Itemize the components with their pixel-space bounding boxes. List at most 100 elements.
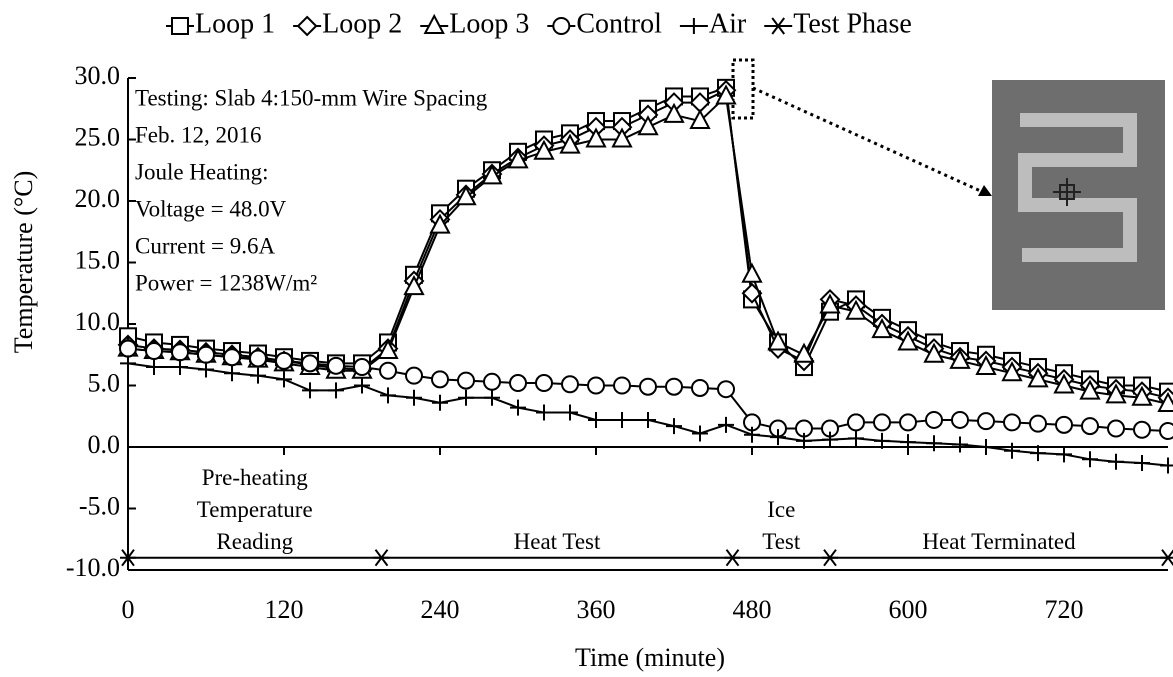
- marker: [302, 382, 318, 399]
- marker: [665, 377, 683, 396]
- marker: [354, 377, 370, 394]
- marker: [822, 549, 838, 567]
- marker: [1159, 422, 1173, 441]
- marker: [770, 17, 787, 35]
- marker: [949, 348, 971, 369]
- x-tick-label: 120: [265, 595, 304, 624]
- marker: [562, 404, 578, 421]
- marker: [1055, 415, 1073, 434]
- marker: [536, 404, 552, 421]
- marker: [198, 361, 214, 378]
- legend-item: Test Phase: [764, 8, 912, 39]
- marker: [847, 413, 865, 432]
- marker: [423, 13, 445, 34]
- marker: [692, 425, 708, 442]
- y-tick-label: -5.0: [79, 491, 120, 520]
- phase-label: Ice: [767, 497, 795, 522]
- y-tick-label: 5.0: [88, 368, 121, 397]
- marker: [741, 262, 763, 283]
- marker: [977, 412, 995, 431]
- y-tick-label: 25.0: [75, 122, 121, 151]
- marker: [845, 299, 867, 320]
- x-tick-label: 480: [733, 595, 772, 624]
- marker: [405, 366, 423, 385]
- legend-label: Air: [709, 8, 747, 39]
- marker: [1160, 457, 1173, 474]
- marker: [952, 436, 968, 453]
- marker: [639, 377, 657, 396]
- marker: [481, 164, 503, 185]
- legend-label: Loop 2: [322, 8, 402, 39]
- marker: [380, 387, 396, 404]
- marker: [455, 185, 477, 206]
- marker: [379, 361, 397, 380]
- x-tick-label: 600: [889, 595, 928, 624]
- marker: [328, 382, 344, 399]
- marker: [145, 342, 163, 361]
- inset-photo: [992, 80, 1165, 310]
- marker: [587, 376, 605, 395]
- marker: [275, 351, 293, 370]
- marker: [533, 139, 555, 160]
- marker: [458, 389, 474, 406]
- marker: [1134, 454, 1150, 471]
- y-tick-label: -10.0: [66, 553, 120, 582]
- marker: [561, 375, 579, 394]
- marker: [899, 413, 917, 432]
- marker: [689, 108, 711, 130]
- marker: [146, 359, 162, 376]
- marker: [507, 148, 529, 169]
- marker: [611, 127, 633, 148]
- marker: [406, 389, 422, 406]
- marker: [613, 376, 631, 395]
- marker: [483, 372, 501, 391]
- marker: [873, 413, 891, 432]
- marker: [614, 411, 630, 428]
- marker: [1079, 379, 1101, 400]
- marker: [403, 274, 425, 296]
- marker: [874, 432, 890, 449]
- legend-label: Control: [576, 8, 662, 39]
- callout-arrow: [752, 86, 986, 195]
- marker: [848, 430, 864, 447]
- marker: [1053, 373, 1075, 394]
- marker: [373, 549, 390, 567]
- marker: [1001, 361, 1023, 382]
- marker: [353, 358, 371, 377]
- marker: [296, 15, 318, 37]
- phase-label: Pre-heating: [202, 465, 309, 490]
- marker: [767, 330, 789, 351]
- marker: [120, 355, 136, 372]
- y-tick-label: 30.0: [75, 61, 121, 90]
- legend-item: Loop 2: [293, 8, 402, 39]
- legend-label: Loop 3: [449, 8, 529, 39]
- x-tick-label: 240: [421, 595, 460, 624]
- marker: [171, 343, 189, 362]
- marker: [1003, 413, 1021, 432]
- marker: [510, 399, 526, 416]
- marker: [1108, 453, 1124, 470]
- marker: [377, 338, 399, 360]
- marker: [666, 418, 682, 435]
- phase-label: Test: [762, 529, 801, 554]
- marker: [1082, 451, 1098, 468]
- legend-item: Loop 1: [166, 8, 275, 39]
- marker: [1056, 446, 1072, 463]
- marker: [429, 213, 451, 234]
- marker: [975, 354, 997, 376]
- marker: [1029, 414, 1047, 433]
- marker: [301, 354, 319, 373]
- marker: [724, 549, 741, 567]
- x-axis-label: Time (minute): [575, 643, 725, 672]
- phase-label: Heat Test: [514, 529, 601, 554]
- marker: [1081, 417, 1099, 436]
- marker: [509, 374, 527, 393]
- marker: [224, 365, 240, 382]
- marker: [250, 367, 266, 384]
- phase-label: Temperature: [197, 497, 313, 522]
- marker: [1030, 445, 1046, 462]
- marker: [925, 410, 943, 429]
- marker: [951, 410, 969, 429]
- marker: [171, 17, 189, 35]
